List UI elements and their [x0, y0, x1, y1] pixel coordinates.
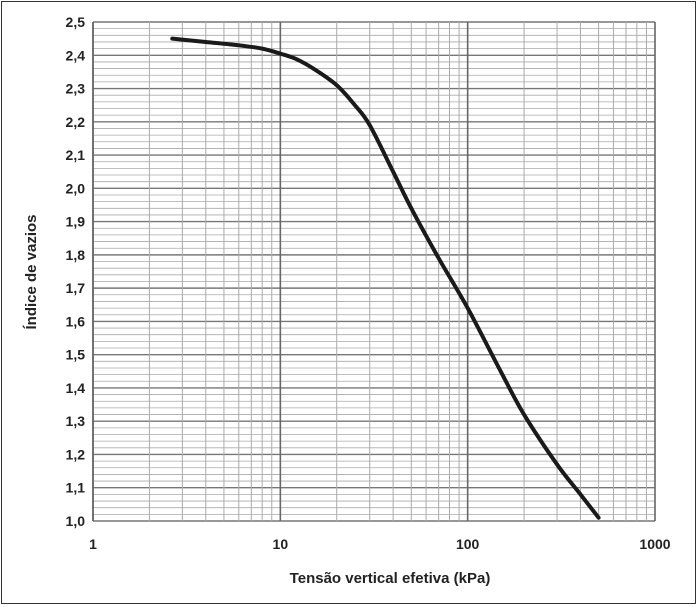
- y-tick-label: 2,0: [66, 180, 86, 196]
- x-tick-label: 1000: [639, 536, 670, 552]
- y-tick-label: 2,1: [66, 147, 86, 163]
- x-tick-label: 10: [273, 536, 289, 552]
- y-tick-label: 2,5: [66, 14, 86, 30]
- y-tick-label: 2,3: [66, 81, 86, 97]
- x-tick-label: 100: [456, 536, 480, 552]
- y-tick-label: 1,7: [66, 280, 86, 296]
- y-tick-label: 1,5: [66, 347, 86, 363]
- y-tick-label: 2,2: [66, 114, 86, 130]
- series-line: [170, 36, 601, 520]
- y-tick-label: 2,4: [66, 47, 86, 63]
- x-tick-label: 1: [89, 536, 97, 552]
- y-tick-label: 1,2: [66, 446, 86, 462]
- y-tick-label: 1,1: [66, 480, 86, 496]
- y-tick-label: 1,9: [66, 214, 86, 230]
- y-axis-label: Índice de vazios: [23, 214, 40, 329]
- y-tick-label: 1,6: [66, 313, 86, 329]
- y-tick-label: 1,0: [66, 513, 86, 529]
- y-tick-label: 1,3: [66, 413, 86, 429]
- y-tick-label: 1,8: [66, 247, 86, 263]
- x-axis-label: Tensão vertical efetiva (kPa): [290, 570, 491, 587]
- y-tick-label: 1,4: [66, 380, 86, 396]
